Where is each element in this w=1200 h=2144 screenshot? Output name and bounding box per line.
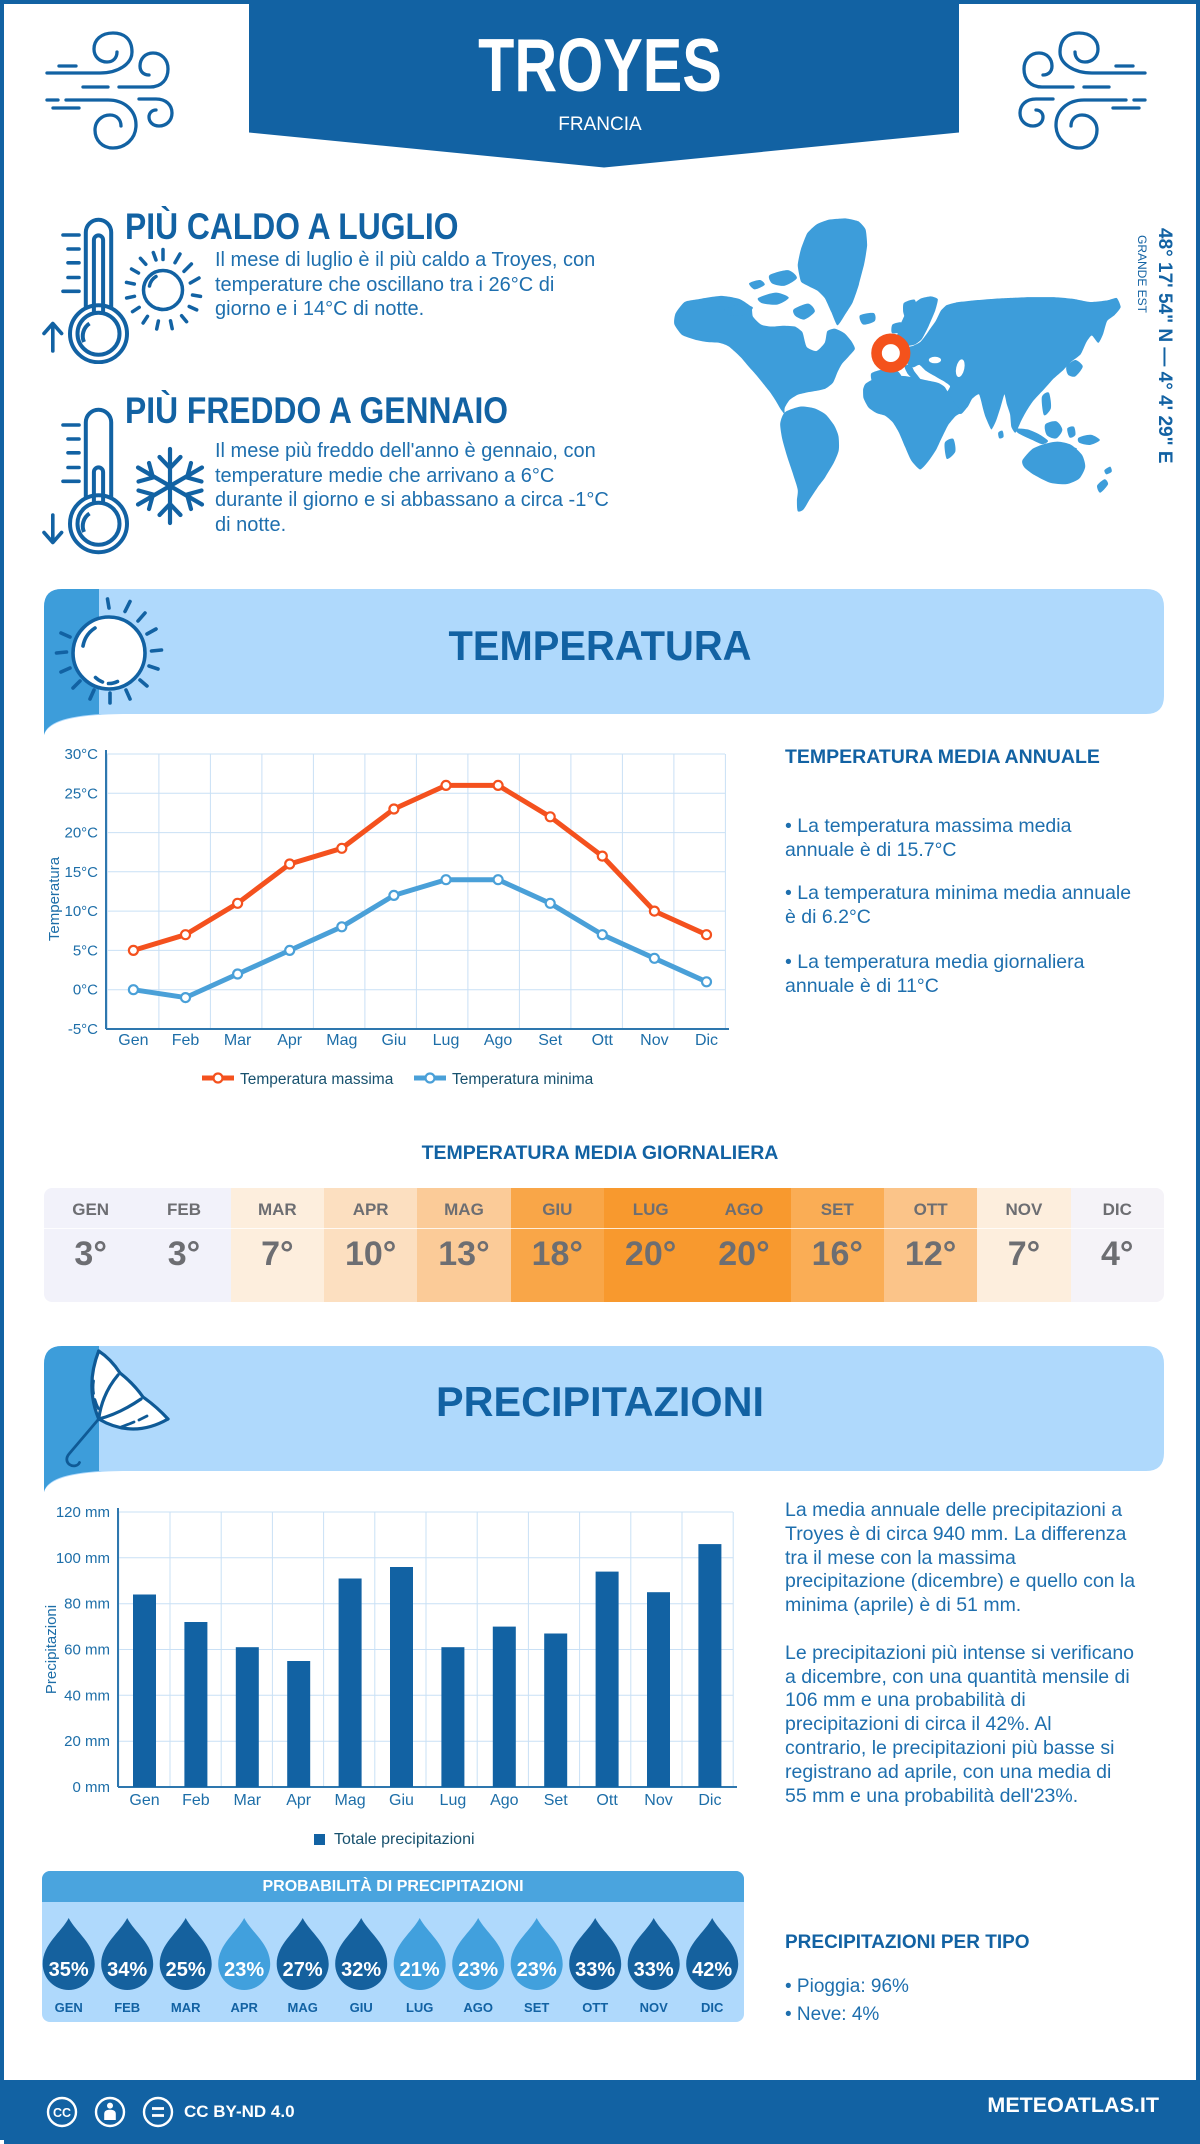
- svg-text:Ago: Ago: [484, 1032, 513, 1049]
- svg-text:Apr: Apr: [277, 1032, 303, 1049]
- svg-text:NOV: NOV: [640, 2000, 669, 2015]
- svg-text:20 mm: 20 mm: [64, 1733, 110, 1750]
- svg-text:Apr: Apr: [286, 1792, 312, 1809]
- svg-text:-5°C: -5°C: [68, 1021, 98, 1038]
- svg-text:30°C: 30°C: [64, 746, 98, 763]
- svg-text:Ott: Ott: [592, 1032, 614, 1049]
- svg-text:Nov: Nov: [640, 1032, 668, 1049]
- svg-text:Lug: Lug: [440, 1792, 467, 1809]
- svg-text:23%: 23%: [517, 1959, 557, 1981]
- svg-text:33%: 33%: [575, 1959, 615, 1981]
- svg-text:MAG: MAG: [288, 2000, 318, 2015]
- svg-text:0°C: 0°C: [73, 982, 98, 999]
- svg-text:Temperatura: Temperatura: [46, 856, 63, 941]
- svg-text:FEB: FEB: [114, 2000, 140, 2015]
- svg-text:Mag: Mag: [326, 1032, 357, 1049]
- svg-text:GIU: GIU: [350, 2000, 373, 2015]
- svg-text:34%: 34%: [107, 1959, 147, 1981]
- svg-text:100 mm: 100 mm: [56, 1550, 110, 1567]
- svg-text:25°C: 25°C: [64, 785, 98, 802]
- svg-text:27%: 27%: [283, 1959, 323, 1981]
- svg-text:5°C: 5°C: [73, 942, 98, 959]
- svg-text:20°C: 20°C: [64, 825, 98, 842]
- svg-text:23%: 23%: [224, 1959, 264, 1981]
- svg-text:Dic: Dic: [695, 1032, 718, 1049]
- svg-text:Ago: Ago: [490, 1792, 519, 1809]
- svg-text:AGO: AGO: [463, 2000, 493, 2015]
- svg-text:Mar: Mar: [234, 1792, 262, 1809]
- svg-text:Temperatura minima: Temperatura minima: [452, 1071, 594, 1088]
- svg-text:10°C: 10°C: [64, 903, 98, 920]
- svg-text:Giu: Giu: [381, 1032, 406, 1049]
- svg-text:Gen: Gen: [118, 1032, 148, 1049]
- svg-text:Temperatura massima: Temperatura massima: [240, 1071, 394, 1088]
- svg-text:CC: CC: [53, 2106, 71, 2120]
- svg-text:Nov: Nov: [644, 1792, 672, 1809]
- svg-text:Dic: Dic: [698, 1792, 721, 1809]
- svg-text:33%: 33%: [634, 1959, 674, 1981]
- svg-text:Mar: Mar: [224, 1032, 252, 1049]
- svg-text:OTT: OTT: [582, 2000, 608, 2015]
- svg-text:60 mm: 60 mm: [64, 1642, 110, 1659]
- svg-text:42%: 42%: [692, 1959, 732, 1981]
- svg-text:25%: 25%: [166, 1959, 206, 1981]
- svg-text:Set: Set: [544, 1792, 569, 1809]
- svg-text:Precipitazioni: Precipitazioni: [43, 1605, 60, 1694]
- svg-text:15°C: 15°C: [64, 864, 98, 881]
- svg-text:SET: SET: [524, 2000, 549, 2015]
- svg-text:Giu: Giu: [389, 1792, 414, 1809]
- svg-text:GEN: GEN: [55, 2000, 83, 2015]
- svg-text:120 mm: 120 mm: [56, 1504, 110, 1521]
- svg-text:APR: APR: [230, 2000, 258, 2015]
- svg-text:Totale precipitazioni: Totale precipitazioni: [334, 1831, 475, 1848]
- svg-text:32%: 32%: [341, 1959, 381, 1981]
- svg-text:40 mm: 40 mm: [64, 1687, 110, 1704]
- svg-text:Ott: Ott: [596, 1792, 618, 1809]
- svg-text:21%: 21%: [400, 1959, 440, 1981]
- svg-text:Lug: Lug: [433, 1032, 460, 1049]
- svg-text:Feb: Feb: [182, 1792, 210, 1809]
- svg-text:Set: Set: [538, 1032, 563, 1049]
- svg-text:0 mm: 0 mm: [73, 1779, 111, 1796]
- svg-text:Gen: Gen: [129, 1792, 159, 1809]
- svg-text:Feb: Feb: [172, 1032, 200, 1049]
- svg-text:80 mm: 80 mm: [64, 1596, 110, 1613]
- svg-text:35%: 35%: [49, 1959, 89, 1981]
- svg-text:23%: 23%: [458, 1959, 498, 1981]
- svg-text:MAR: MAR: [171, 2000, 201, 2015]
- svg-text:DIC: DIC: [701, 2000, 724, 2015]
- svg-text:LUG: LUG: [406, 2000, 433, 2015]
- svg-text:Mag: Mag: [335, 1792, 366, 1809]
